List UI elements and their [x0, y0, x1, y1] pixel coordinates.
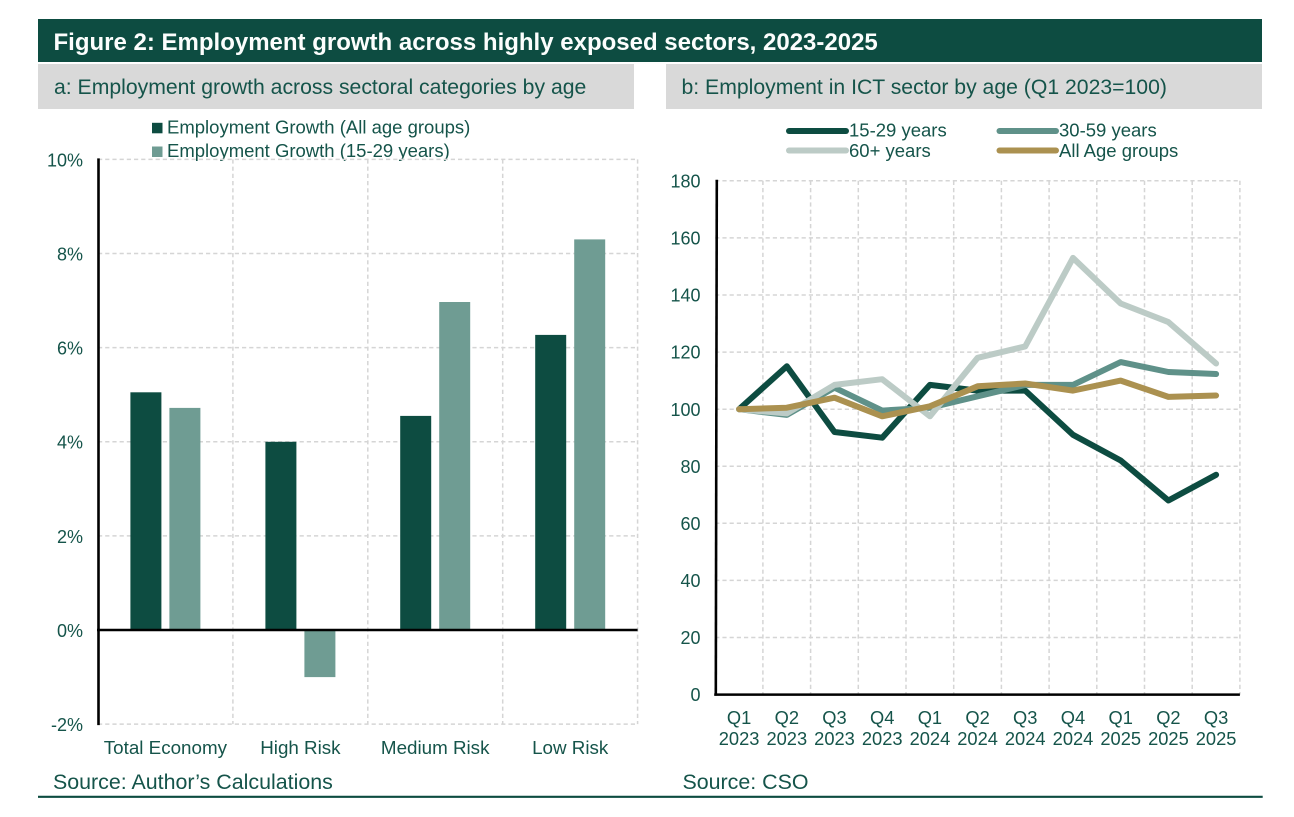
svg-text:Q2: Q2 — [775, 707, 799, 728]
svg-text:60: 60 — [680, 514, 700, 534]
svg-text:Q4: Q4 — [870, 707, 894, 728]
svg-text:Q2: Q2 — [965, 707, 989, 728]
svg-text:4%: 4% — [57, 433, 83, 453]
svg-text:80: 80 — [680, 457, 700, 477]
svg-text:Medium Risk: Medium Risk — [381, 737, 490, 758]
svg-text:2024: 2024 — [1053, 728, 1094, 749]
svg-text:a: Employment growth across se: a: Employment growth across sectoral cat… — [54, 76, 586, 99]
svg-text:2025: 2025 — [1148, 728, 1189, 749]
svg-text:40: 40 — [680, 571, 700, 591]
svg-text:180: 180 — [670, 171, 700, 191]
svg-text:Total Economy: Total Economy — [104, 737, 228, 758]
svg-text:Q3: Q3 — [822, 707, 846, 728]
svg-text:All Age groups: All Age groups — [1059, 140, 1178, 161]
svg-text:Q1: Q1 — [1109, 707, 1133, 728]
svg-text:15-29 years: 15-29 years — [849, 119, 947, 140]
svg-text:2023: 2023 — [814, 728, 855, 749]
svg-text:Q1: Q1 — [727, 707, 751, 728]
svg-text:Q3: Q3 — [1013, 707, 1037, 728]
svg-text:2024: 2024 — [957, 728, 998, 749]
svg-text:2%: 2% — [57, 527, 83, 547]
svg-text:140: 140 — [670, 286, 700, 306]
svg-text:Q2: Q2 — [1156, 707, 1180, 728]
svg-text:Figure 2: Employment growth ac: Figure 2: Employment growth across highl… — [54, 29, 878, 56]
svg-text:2025: 2025 — [1196, 728, 1237, 749]
svg-text:Q3: Q3 — [1204, 707, 1228, 728]
svg-text:2024: 2024 — [910, 728, 951, 749]
svg-text:8%: 8% — [57, 244, 83, 264]
svg-text:b: Employment in ICT sector by: b: Employment in ICT sector by age (Q1 2… — [682, 76, 1167, 99]
svg-text:Source: Author’s Calculations: Source: Author’s Calculations — [53, 770, 333, 794]
svg-text:Q1: Q1 — [918, 707, 942, 728]
svg-text:Employment Growth (15-29 years: Employment Growth (15-29 years) — [167, 140, 450, 161]
svg-text:Employment Growth (All age gro: Employment Growth (All age groups) — [167, 117, 470, 138]
svg-text:Low Risk: Low Risk — [532, 737, 609, 758]
svg-text:160: 160 — [670, 229, 700, 249]
svg-text:2024: 2024 — [1005, 728, 1046, 749]
svg-text:-2%: -2% — [51, 715, 83, 735]
svg-text:2023: 2023 — [862, 728, 903, 749]
svg-text:30-59 years: 30-59 years — [1059, 119, 1157, 140]
svg-text:0%: 0% — [57, 621, 83, 641]
svg-text:2023: 2023 — [766, 728, 807, 749]
svg-text:Source: CSO: Source: CSO — [683, 770, 809, 794]
svg-text:20: 20 — [680, 628, 700, 648]
svg-text:60+ years: 60+ years — [849, 140, 931, 161]
svg-text:High Risk: High Risk — [260, 737, 341, 758]
svg-text:Q4: Q4 — [1061, 707, 1085, 728]
svg-text:120: 120 — [670, 343, 700, 363]
svg-text:100: 100 — [670, 400, 700, 420]
svg-text:0: 0 — [690, 685, 700, 705]
svg-text:10%: 10% — [47, 150, 83, 170]
svg-text:2025: 2025 — [1100, 728, 1141, 749]
svg-text:2023: 2023 — [719, 728, 760, 749]
svg-text:6%: 6% — [57, 339, 83, 359]
